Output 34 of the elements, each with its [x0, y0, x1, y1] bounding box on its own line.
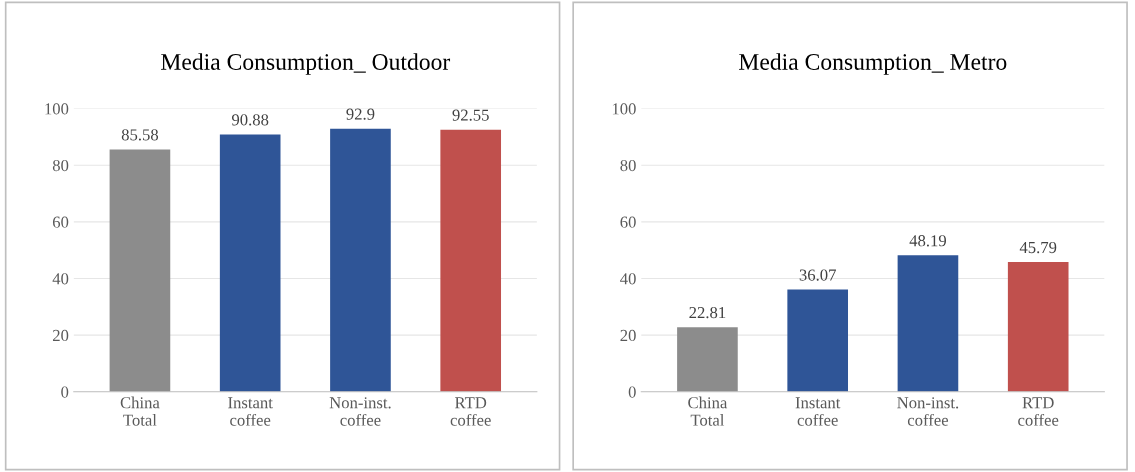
- x-tick-label: Non-inst. coffee: [329, 397, 391, 426]
- data-label: 48.19: [909, 235, 947, 247]
- y-tick-label: 20: [52, 329, 69, 342]
- chart-title: Media Consumption_ Metro: [739, 53, 1007, 75]
- x-tick-label: Instant coffee: [795, 397, 841, 426]
- x-tick-label: China Total: [120, 396, 160, 426]
- x-tick-label: RTD coffee: [450, 397, 491, 426]
- y-tick-label: 60: [52, 216, 69, 228]
- y-tick-label: 100: [45, 103, 69, 115]
- x-tick-label: RTD coffee: [1018, 397, 1059, 426]
- bar: [787, 289, 849, 392]
- data-label: 45.79: [1019, 241, 1057, 254]
- y-tick-label: 80: [620, 159, 636, 172]
- data-label: 85.58: [121, 129, 159, 141]
- y-tick-label: 40: [52, 273, 69, 285]
- data-label: 92.9: [346, 108, 375, 120]
- y-tick-label: 80: [52, 159, 69, 172]
- bar: [897, 255, 959, 392]
- y-tick-label: 20: [620, 329, 636, 342]
- chart-title: Media Consumption_ Outdoor: [161, 53, 451, 75]
- data-label: 22.81: [689, 306, 726, 319]
- y-tick-label: 40: [620, 273, 636, 285]
- y-tick-label: 60: [620, 216, 636, 228]
- bar: [1007, 262, 1069, 392]
- y-tick-label: 0: [628, 386, 636, 398]
- y-tick-label: 0: [61, 386, 69, 398]
- data-label: 92.55: [452, 109, 489, 121]
- data-label: 90.88: [231, 114, 269, 126]
- y-tick-label: 100: [612, 103, 636, 115]
- bar: [677, 327, 738, 392]
- data-label: 36.07: [799, 269, 836, 281]
- x-tick-label: Non-inst. coffee: [897, 397, 959, 426]
- x-tick-label: Instant coffee: [228, 397, 273, 426]
- x-tick-label: China Total: [688, 396, 728, 426]
